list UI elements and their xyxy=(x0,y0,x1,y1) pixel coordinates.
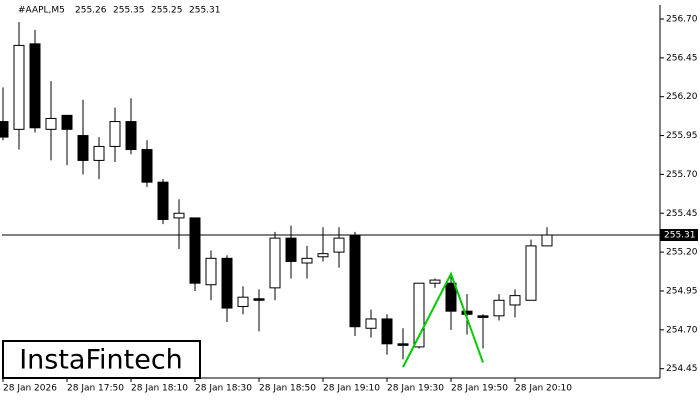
candle-body xyxy=(333,237,345,253)
candle-body xyxy=(61,114,73,130)
candle-body xyxy=(109,121,121,147)
symbol: #AAPL,M5 xyxy=(18,6,65,16)
candle-body xyxy=(173,212,185,219)
candle-body xyxy=(381,318,393,345)
candle-body xyxy=(269,237,281,289)
x-tick-label: 28 Jan 18:30 xyxy=(195,384,252,394)
quote-value: 255.26 xyxy=(75,6,107,16)
x-tick-label: 28 Jan 18:50 xyxy=(259,384,316,394)
candle-body xyxy=(285,237,297,262)
candle-body xyxy=(205,257,217,286)
quote-value: 255.25 xyxy=(151,6,183,16)
candle-body xyxy=(189,217,201,284)
x-tick-label: 28 Jan 19:10 xyxy=(323,384,380,394)
candle-body xyxy=(0,121,9,138)
candle-body xyxy=(493,299,505,317)
x-tick-label: 28 Jan 17:50 xyxy=(67,384,124,394)
candle-body xyxy=(253,298,265,301)
x-tick-label: 28 Jan 19:50 xyxy=(451,384,508,394)
y-tick-label: 254.70 xyxy=(666,325,698,335)
quote-value: 255.35 xyxy=(113,6,145,16)
x-tick-label: 28 Jan 2026 xyxy=(3,384,57,394)
y-tick-label: 256.70 xyxy=(666,14,698,24)
candle-body xyxy=(141,149,153,183)
y-tick-label: 256.20 xyxy=(666,92,698,102)
y-tick-label: 255.70 xyxy=(666,170,698,180)
y-tick-label: 256.45 xyxy=(666,53,698,63)
candle-body xyxy=(301,257,313,264)
candle-body xyxy=(365,318,377,329)
pattern-line xyxy=(402,271,484,368)
candle-body xyxy=(397,343,409,346)
candle-body xyxy=(477,315,489,318)
candle-body xyxy=(429,279,441,284)
x-tick-label: 28 Jan 19:30 xyxy=(387,384,444,394)
y-tick-label: 255.45 xyxy=(666,209,698,219)
candle-body xyxy=(509,295,521,306)
candle-body xyxy=(77,135,89,161)
candle-body xyxy=(13,44,25,130)
candle-body xyxy=(541,234,553,247)
candle-body xyxy=(157,181,169,220)
candle-body xyxy=(349,234,361,328)
candle-body xyxy=(45,117,57,130)
y-tick-label: 255.95 xyxy=(666,131,698,141)
candle-body xyxy=(525,245,537,301)
logo-box xyxy=(2,340,201,379)
candle-body xyxy=(125,121,137,151)
price-label: 255.31 xyxy=(664,231,696,241)
candle-body xyxy=(29,43,41,129)
candle-body xyxy=(413,282,425,348)
x-tick-label: 28 Jan 18:10 xyxy=(131,384,188,394)
candle-body xyxy=(221,257,233,309)
price-label-box xyxy=(660,229,698,242)
x-tick-label: 28 Jan 20:10 xyxy=(515,384,572,394)
candle-body xyxy=(93,145,105,161)
candle-body xyxy=(317,253,329,258)
y-tick-label: 254.45 xyxy=(666,364,698,374)
candle-body xyxy=(445,282,457,312)
logo: InstaFintech xyxy=(19,345,183,376)
candle-body xyxy=(237,296,249,308)
y-tick-label: 254.95 xyxy=(666,286,698,296)
y-tick-label: 255.20 xyxy=(666,248,698,258)
quote-value: 255.31 xyxy=(189,6,221,16)
candle-body xyxy=(461,310,473,315)
